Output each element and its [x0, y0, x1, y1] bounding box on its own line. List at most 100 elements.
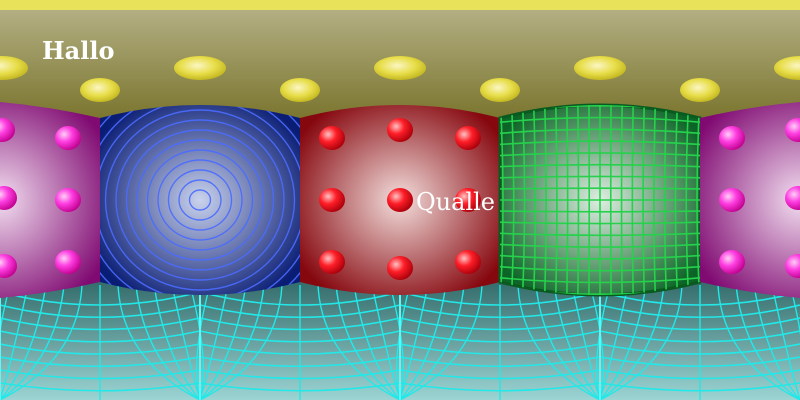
floor-grid-line	[171, 284, 201, 400]
blue-ring	[188, 189, 212, 211]
blue-ring	[125, 129, 275, 271]
floor-grid-line	[753, 284, 800, 400]
red-dot	[387, 118, 413, 142]
floor-grid-line	[717, 284, 800, 400]
floor-grid-line	[317, 284, 401, 400]
floor-grid-line	[399, 284, 447, 400]
floor-grid-line	[0, 284, 47, 400]
floor-grid-line	[135, 284, 201, 400]
floor-grid-line	[517, 284, 601, 400]
ceiling-light-dot	[0, 56, 28, 80]
ceiling-light-dot	[774, 56, 800, 80]
floor-grid-line	[553, 284, 601, 400]
ceiling-light-dot	[574, 56, 626, 80]
green-grid-line	[500, 163, 700, 168]
floor-grid-line	[771, 284, 800, 400]
magenta-dot	[719, 250, 745, 274]
panel-purple-left	[0, 102, 100, 298]
ceiling-edge-band	[0, 0, 800, 10]
blue-ring	[157, 159, 243, 241]
red-dot	[455, 188, 481, 212]
floor-grid-line	[599, 284, 647, 400]
green-grid-line	[500, 140, 700, 146]
red-dot	[319, 188, 345, 212]
floor-grid-line	[117, 284, 201, 400]
magenta-dot	[719, 188, 745, 212]
floor-grid-line	[199, 284, 283, 400]
red-dot	[319, 126, 345, 150]
floor-grid-line	[195, 284, 211, 400]
panel-blue	[100, 105, 300, 295]
blue-ring	[115, 119, 285, 281]
magenta-dot	[785, 186, 800, 210]
floor-grid-line	[399, 284, 465, 400]
green-grid-line	[500, 128, 700, 135]
green-grid-line	[500, 152, 700, 157]
magenta-dot	[0, 254, 17, 278]
floor-grid-line	[0, 284, 65, 400]
panel-red	[300, 105, 500, 295]
magenta-dot	[0, 118, 15, 142]
red-dot	[455, 250, 481, 274]
floor-grid-line	[589, 284, 605, 400]
floor-grid-line	[595, 284, 611, 400]
blue-ring	[136, 139, 264, 261]
green-grid-line	[500, 232, 700, 237]
panel-purple-right	[700, 102, 800, 298]
floor-grid-line	[0, 284, 11, 400]
ceiling-light-dot	[680, 78, 720, 102]
magenta-dot	[55, 250, 81, 274]
green-grid-line	[500, 221, 700, 225]
red-dot	[319, 250, 345, 274]
floor-grid-line	[395, 284, 411, 400]
blue-ring	[167, 169, 233, 231]
hallo-label[interactable]: Hallo	[42, 36, 114, 65]
green-grid-line	[500, 243, 700, 248]
magenta-dot	[0, 186, 17, 210]
magenta-dot	[785, 254, 800, 278]
ceiling-light-dot	[174, 56, 226, 80]
floor-grid-line	[189, 284, 205, 400]
green-grid-line	[500, 265, 700, 272]
green-grid-line	[500, 254, 700, 260]
green-grid-line	[500, 187, 700, 190]
blue-ring	[178, 179, 222, 221]
floor-grid-line	[0, 284, 29, 400]
red-dot	[387, 188, 413, 212]
floor-grid-line	[789, 284, 800, 400]
magenta-dot	[785, 118, 800, 142]
floor-grid-line	[399, 284, 483, 400]
floor-grid-line	[0, 284, 83, 400]
magenta-dot	[55, 188, 81, 212]
floor-grid-line	[389, 284, 405, 400]
floor-grid-line	[353, 284, 401, 400]
magenta-dot	[719, 126, 745, 150]
green-grid-line	[500, 175, 700, 179]
floor-grid-line	[735, 284, 800, 400]
floor-grid-line	[153, 284, 201, 400]
ceiling-light-dot	[80, 78, 120, 102]
ceiling-light-dot	[280, 78, 320, 102]
blue-ring	[104, 109, 296, 291]
red-dot	[455, 126, 481, 150]
floor-grid-line	[535, 284, 601, 400]
floor-grid-line	[399, 284, 429, 400]
panel-green	[498, 103, 702, 297]
floor-grid-line	[199, 284, 265, 400]
green-grid-line	[500, 210, 700, 213]
red-dot	[387, 256, 413, 280]
floor-grid-line	[199, 284, 247, 400]
floor-grid-line	[199, 284, 229, 400]
qualle-label[interactable]: Qualle	[416, 188, 495, 216]
magenta-dot	[55, 126, 81, 150]
blue-ring	[146, 149, 254, 251]
floor-grid-line	[571, 284, 601, 400]
floor-grid-line	[599, 284, 665, 400]
floor-grid-line	[599, 284, 683, 400]
green-grid-line	[500, 276, 700, 284]
floor-grid-line	[599, 284, 629, 400]
floor-grid-line	[335, 284, 401, 400]
ceiling-light-dot	[374, 56, 426, 80]
